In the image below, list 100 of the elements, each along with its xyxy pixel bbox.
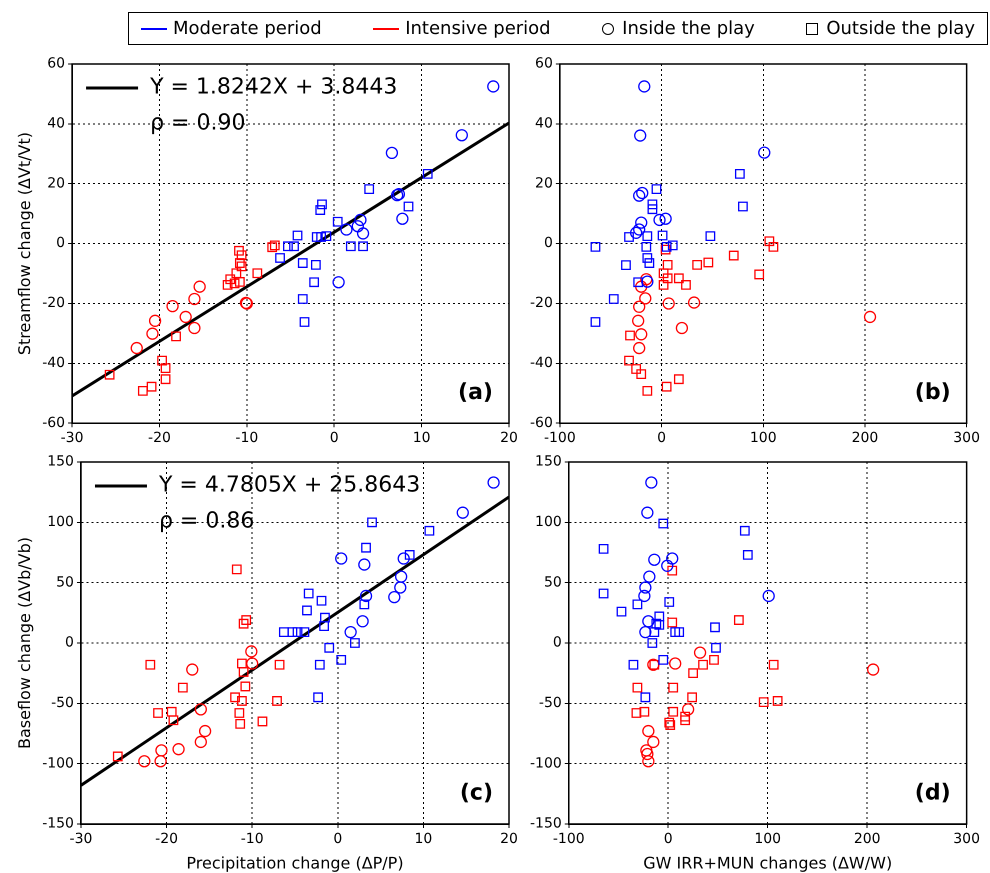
- point: [664, 718, 674, 728]
- point: [130, 342, 143, 354]
- point: [633, 277, 644, 288]
- point: [171, 332, 181, 342]
- point: [186, 663, 198, 676]
- x-tick-label: 300: [953, 430, 980, 446]
- point: [238, 618, 249, 629]
- point: [234, 258, 245, 268]
- point: [302, 606, 312, 616]
- point: [632, 708, 642, 718]
- point: [710, 622, 720, 632]
- annotation: (b): [914, 380, 951, 405]
- point: [635, 216, 648, 229]
- point: [272, 696, 282, 706]
- point: [639, 292, 652, 305]
- point: [633, 342, 646, 354]
- point: [346, 241, 356, 252]
- point: [292, 230, 302, 240]
- point: [298, 258, 308, 268]
- point: [662, 242, 672, 252]
- y-tick-label: 0: [552, 634, 562, 651]
- point: [178, 682, 188, 693]
- point: [668, 682, 678, 693]
- point: [630, 226, 642, 239]
- x-tick-label: 0: [664, 831, 673, 848]
- point: [667, 566, 678, 576]
- point: [394, 581, 406, 594]
- point: [642, 724, 654, 738]
- point: [639, 581, 652, 594]
- point: [758, 697, 769, 708]
- x-tick-label: 20: [500, 831, 518, 848]
- point: [155, 744, 168, 757]
- point: [658, 268, 668, 278]
- point: [194, 280, 206, 293]
- point: [267, 242, 278, 252]
- point: [728, 250, 739, 260]
- y-tick-label: 40: [47, 116, 66, 132]
- annotation: (a): [458, 380, 493, 405]
- point: [240, 682, 250, 692]
- point: [642, 231, 652, 242]
- point: [222, 280, 233, 290]
- point: [754, 270, 764, 280]
- point: [658, 230, 668, 240]
- point: [682, 703, 694, 716]
- point: [356, 615, 369, 628]
- point: [661, 560, 674, 572]
- point: [772, 696, 783, 706]
- point: [188, 292, 201, 306]
- point: [641, 748, 654, 760]
- point: [180, 310, 192, 324]
- point: [237, 658, 247, 668]
- point: [237, 696, 247, 706]
- x-tick-label: -10: [235, 430, 258, 446]
- point: [658, 518, 668, 528]
- x-tick-label: 300: [953, 831, 980, 848]
- y-tick-label: 50: [56, 574, 74, 590]
- point: [666, 552, 678, 565]
- point: [230, 278, 240, 288]
- point: [662, 260, 673, 270]
- point: [359, 599, 370, 610]
- point: [674, 627, 684, 638]
- point: [670, 627, 680, 638]
- point: [315, 205, 326, 215]
- point: [641, 242, 652, 252]
- point: [653, 214, 666, 226]
- point: [641, 275, 654, 288]
- point: [225, 274, 236, 284]
- point: [687, 692, 698, 702]
- x-tick-label: 100: [750, 430, 777, 446]
- point: [667, 618, 678, 628]
- point: [148, 314, 162, 327]
- point: [647, 736, 660, 748]
- point: [640, 273, 652, 286]
- y-tick-label: 40: [535, 116, 553, 132]
- point: [658, 655, 668, 665]
- point: [172, 743, 185, 756]
- point: [398, 552, 410, 565]
- point: [768, 660, 779, 670]
- point: [647, 638, 658, 648]
- point: [662, 297, 675, 310]
- point: [361, 542, 371, 553]
- annotation: (d): [914, 780, 951, 806]
- point: [289, 241, 299, 252]
- y-tick-label: -20: [42, 295, 66, 312]
- x-tick-label: 20: [500, 430, 518, 446]
- y-tick-label: -60: [42, 414, 66, 431]
- point: [104, 370, 115, 380]
- point: [703, 258, 714, 268]
- x-axis-title: GW IRR+MUN changes (ΔW/W): [643, 854, 892, 873]
- x-tick-label: 200: [854, 831, 881, 848]
- point: [112, 752, 123, 762]
- y-tick-label: -100: [530, 755, 562, 772]
- point: [711, 642, 721, 653]
- y-tick-label: 150: [535, 454, 562, 470]
- point: [642, 615, 654, 628]
- point: [642, 253, 652, 263]
- point: [658, 280, 668, 290]
- point: [300, 317, 310, 327]
- point: [651, 618, 662, 629]
- point: [640, 692, 650, 702]
